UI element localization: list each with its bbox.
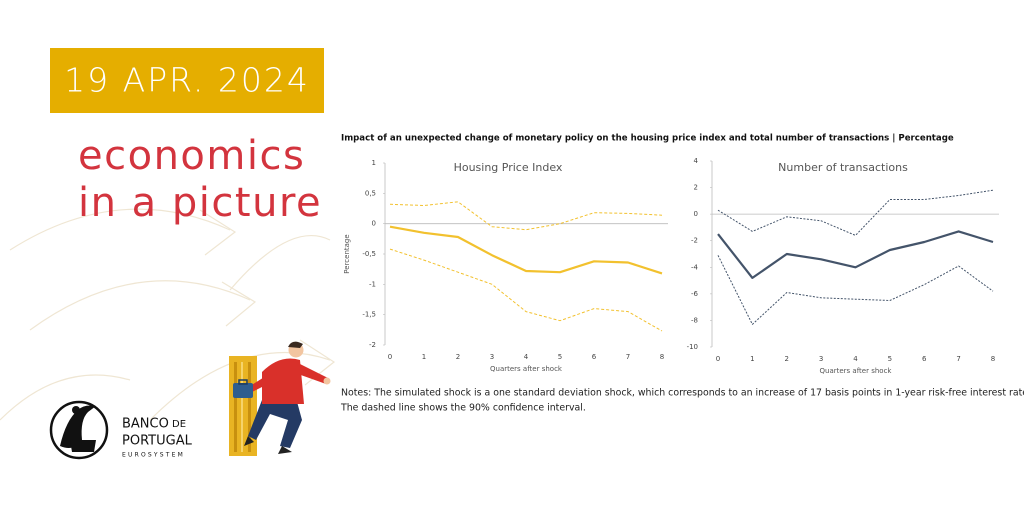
y-axis-label: Percentage [343, 234, 351, 273]
confidence-line [389, 201, 663, 231]
date-banner [50, 48, 324, 113]
x-tick-label: 3 [819, 355, 823, 363]
x-tick-label: 1 [422, 353, 426, 361]
estimate-line [389, 225, 663, 275]
y-tick-label: -0,5 [362, 250, 376, 258]
x-tick-label: 3 [490, 353, 494, 361]
logo-text: BANCO [122, 417, 169, 432]
note: Notes: The simulated shock is a one stan… [341, 388, 1024, 399]
y-tick-label: -2 [369, 341, 376, 349]
logo: BANCO DE PORTUGAL EUROSYSTEM [49, 400, 193, 460]
y-tick-label: -4 [691, 263, 699, 271]
x-axis-label: Quarters after shock [820, 367, 893, 375]
x-tick-label: 2 [456, 353, 460, 361]
x-tick-label: 8 [660, 353, 664, 361]
x-tick-label: 7 [626, 353, 630, 361]
date: 19 APR. 2024 [64, 61, 310, 100]
illustration [229, 341, 331, 456]
x-tick-label: 2 [785, 355, 789, 363]
x-tick-label: 5 [888, 355, 892, 363]
y-tick-label: 1 [372, 159, 376, 167]
x-axis-label: Quarters after shock [490, 365, 563, 373]
confidence-line [717, 189, 994, 236]
x-tick-label: 0 [388, 353, 392, 361]
y-tick-label: 0,5 [365, 189, 376, 197]
x-tick-label: 1 [750, 355, 754, 363]
x-tick-label: 6 [922, 355, 927, 363]
y-tick-label: 0 [694, 210, 698, 218]
y-tick-label: -1 [369, 280, 376, 288]
section-title: economics [78, 133, 305, 179]
chart: Housing Price Index -2 -1,5 -1 -0,5 0 0,5 1 0 1 2 3… [343, 159, 668, 373]
y-tick-label: -2 [691, 237, 698, 245]
x-tick-label: 7 [956, 355, 960, 363]
x-tick-label: 5 [558, 353, 562, 361]
estimate-line [717, 230, 994, 279]
chart-title: Housing Price Index [454, 161, 563, 174]
logo-text: PORTUGAL [122, 434, 193, 449]
y-tick-label: 0 [372, 220, 376, 228]
y-tick-label: -8 [691, 316, 698, 324]
y-tick-label: -1,5 [362, 311, 376, 319]
figure-title: Impact of an unexpected change of moneta… [341, 134, 954, 144]
section-title: in a picture [78, 180, 322, 226]
confidence-line [717, 255, 994, 325]
x-tick-label: 0 [716, 355, 720, 363]
confidence-line [389, 248, 663, 332]
x-tick-label: 6 [592, 353, 597, 361]
y-tick-label: -10 [687, 343, 698, 351]
chart: Number of transactions -10 -8 -6 -4 -2 0 2 4 0 1 2 3… [687, 157, 999, 375]
y-tick-label: 4 [694, 157, 699, 165]
y-tick-label: 2 [694, 184, 698, 192]
logo-tagline: EUROSYSTEM [122, 452, 185, 459]
note: The dashed line shows the 90% confidence… [340, 403, 586, 414]
chart-title: Number of transactions [778, 161, 908, 174]
x-tick-label: 4 [524, 353, 529, 361]
y-tick-label: -6 [691, 290, 699, 298]
logo-text: DE [172, 419, 186, 430]
x-tick-label: 8 [991, 355, 995, 363]
x-tick-label: 4 [853, 355, 858, 363]
